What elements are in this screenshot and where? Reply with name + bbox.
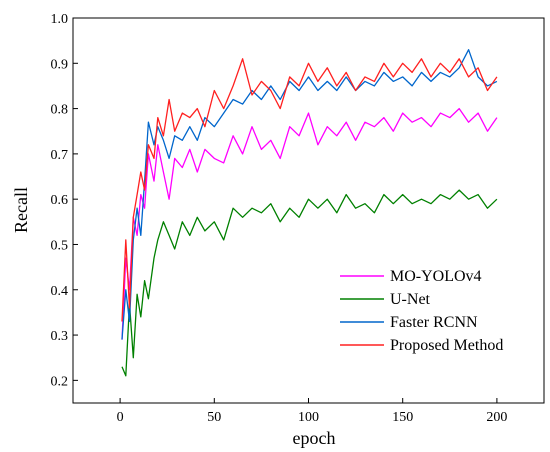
series-lines (121, 49, 498, 377)
y-tick-label: 0.4 (51, 284, 69, 299)
y-tick-label: 0.2 (51, 374, 69, 389)
legend-label: U-Net (390, 291, 431, 308)
legend-label: MO-YOLOv4 (390, 268, 482, 285)
y-tick-label: 0.3 (51, 329, 69, 344)
legend: MO-YOLOv4 U-Net Faster RCNN Proposed Method (340, 268, 503, 354)
y-tick-label: 0.8 (51, 103, 69, 118)
y-tick-label: 0.7 (51, 148, 69, 163)
x-axis-title: epoch (293, 428, 336, 448)
series-line-3 (121, 58, 498, 322)
y-axis-title: Recall (11, 187, 31, 233)
y-tick-label: 0.9 (51, 57, 69, 72)
series-line-0 (121, 107, 498, 340)
legend-label: Faster RCNN (390, 314, 478, 331)
y-tick-label: 1.0 (51, 12, 69, 27)
x-tick-label: 50 (207, 410, 221, 425)
y-tick-label: 0.5 (51, 238, 69, 253)
x-tick-label: 100 (298, 410, 319, 425)
legend-label: Proposed Method (390, 337, 503, 354)
y-tick-label: 0.6 (51, 193, 69, 208)
series-line-2 (121, 49, 498, 340)
x-tick-label: 200 (486, 410, 507, 425)
series-line-1 (121, 189, 498, 377)
x-tick-label: 0 (117, 410, 124, 425)
x-tick-label: 150 (392, 410, 413, 425)
axis-ticks: 0 50 100 150 200 0.2 0.3 0.4 0.5 0.6 0.7 0.8 0.9 1.0 (51, 12, 508, 425)
